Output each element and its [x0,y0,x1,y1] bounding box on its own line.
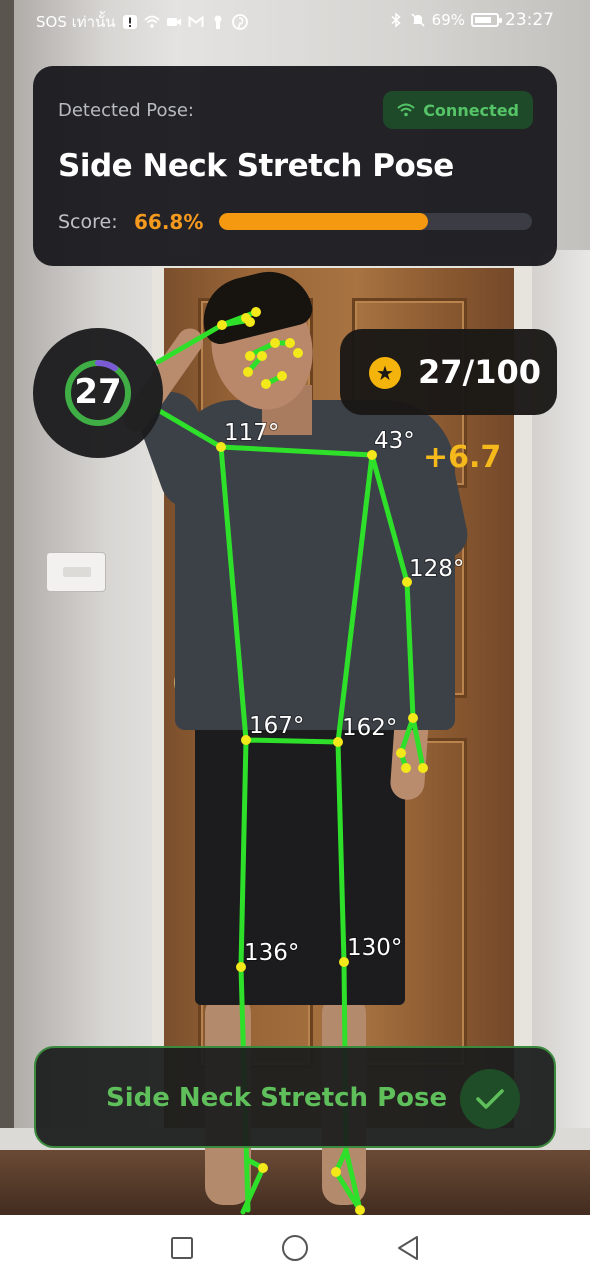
keypoint-right-toe [355,1205,365,1215]
angle-left-shoulder: 117° [224,420,279,446]
angle-right-hip: 162° [342,715,397,741]
wifi-icon [143,15,160,28]
floor [0,1150,590,1215]
counter-ring [65,360,131,426]
triangle-back-icon [398,1235,419,1260]
system-nav-bar [0,1215,590,1280]
pose-skeleton-overlay: 117° 43° 128° 167° 162° 136° 130° [155,307,465,1215]
connection-status-badge: Connected [383,91,533,129]
score-progress-bar [219,213,532,230]
points-text: 27/100 [418,353,542,391]
angle-left-hip: 167° [249,713,304,739]
keypoint-face-e [293,348,303,358]
angle-labels: 117° 43° 128° 167° 162° 136° 130° [223,419,465,967]
mute-bell-icon [411,13,425,27]
connection-status-text: Connected [423,100,519,120]
bluetooth-icon [391,12,401,28]
angle-left-knee: 136° [244,940,299,966]
carrier-text: SOS เท่านั้น [36,13,116,31]
square-icon [170,1236,193,1259]
keypoint-face-f [243,367,253,377]
keypoint-left-ankle [258,1163,268,1173]
score-progress-fill [219,213,429,230]
keypoint-face-h [277,371,287,381]
angle-right-elbow: 128° [409,556,464,582]
keypoint-left-hand-b [251,307,261,317]
alert-icon [122,15,137,29]
points-gain: +6.7 [423,440,502,475]
gmail-icon [188,15,204,27]
score-label: Score: [58,211,118,233]
pose-confirm-banner: Side Neck Stretch Pose [34,1046,556,1148]
keypoint-left-wrist [217,320,227,330]
rep-counter: 27 [33,328,163,458]
skeleton-keypoints [216,307,428,1215]
detected-pose-label: Detected Pose: [58,100,194,121]
keypoint-face-c [270,338,280,348]
star-icon: ★ [369,357,401,389]
keypoint-right-hand-c [418,763,428,773]
points-pill: ★ 27/100 [340,329,557,415]
counter-value: 27 [74,372,122,412]
battery-percent: 69% [431,11,465,29]
keypoint-right-shoulder [367,450,377,460]
light-switch [46,552,106,592]
video-icon [166,18,181,26]
clock: 23:27 [505,10,554,30]
person-shorts [195,715,405,1005]
angle-right-shoulder: 43° [374,428,415,454]
keypoint-left-knee [236,962,246,972]
status-bar-right: 69% 23:27 [388,10,554,30]
keypoint-left-hand-c [245,317,255,327]
detected-pose-card: Detected Pose: Connected Side Neck Stret… [33,66,557,266]
angle-right-knee: 130° [347,935,402,961]
keypoint-left-shoulder [216,442,226,452]
circle-icon [281,1234,308,1261]
pose-name: Side Neck Stretch Pose [58,148,454,184]
wifi-icon [397,103,415,117]
keypoint-right-hand-a [396,748,406,758]
keypoint-face-a [245,351,255,361]
status-bar-left: SOS เท่านั้น [36,10,248,34]
keypoint-right-elbow [402,577,412,587]
pinterest-icon [231,14,248,30]
keypoint-face-d [285,338,295,348]
keypoint-right-ankle [331,1167,341,1177]
keypoint-right-hand-b [401,763,411,773]
keypoint-right-knee [339,957,349,967]
battery-icon [471,13,502,27]
keypoint-face-g [261,379,271,389]
home-button[interactable] [275,1228,315,1268]
recents-button[interactable] [162,1228,202,1268]
keypoint-right-hip [333,737,343,747]
back-button[interactable] [388,1228,428,1268]
keypoint-face-b [257,351,267,361]
counter-progress-arc [65,360,131,426]
banner-pose-name: Side Neck Stretch Pose [106,1083,448,1113]
keypoint-left-hip [241,735,251,745]
check-icon [460,1069,520,1129]
wall-edge [0,0,14,1215]
keypoint-right-wrist [408,713,418,723]
status-bar: SOS เท่านั้น 69% 23:27 [0,0,590,40]
keyhole-icon [214,15,222,29]
score-value: 66.8% [134,210,204,234]
